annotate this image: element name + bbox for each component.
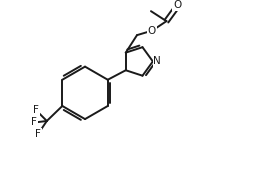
Text: O: O — [173, 0, 181, 10]
Text: O: O — [148, 26, 156, 36]
Text: F: F — [33, 105, 39, 115]
Text: F: F — [31, 117, 37, 127]
Text: F: F — [35, 129, 41, 139]
Text: N: N — [153, 56, 161, 67]
